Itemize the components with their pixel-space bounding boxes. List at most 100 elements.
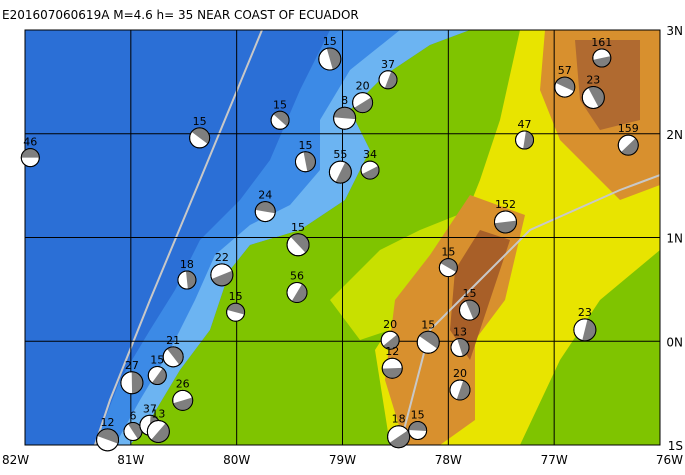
- beachball-lobe: [191, 127, 210, 144]
- beachball: [416, 330, 440, 354]
- beachball-lobe: [291, 283, 307, 303]
- beachball: [493, 210, 517, 234]
- lon-tick-label: 79W: [329, 453, 356, 467]
- lon-tick-label: 76W: [656, 453, 683, 467]
- depth-label: 18: [180, 258, 194, 271]
- beachball-lobe: [97, 428, 119, 444]
- beachball: [286, 281, 308, 303]
- beachball-rim: [592, 48, 612, 68]
- beachball-lobe: [361, 165, 380, 180]
- beachball-rim: [387, 425, 411, 449]
- beachball-lobe: [582, 319, 596, 341]
- beachball: [408, 420, 428, 440]
- beachball-lobe: [303, 151, 316, 172]
- beachball: [380, 330, 400, 350]
- andes-peaks: [450, 230, 510, 360]
- depth-label: 37: [143, 402, 157, 415]
- beachball-lobe: [273, 111, 290, 127]
- beachball-rim: [450, 337, 470, 357]
- beachball-lobe: [419, 331, 440, 349]
- beachball: [554, 76, 576, 98]
- beachball-rim: [381, 357, 403, 379]
- depth-label: 161: [591, 36, 612, 49]
- beachball-rim: [226, 302, 246, 322]
- depth-label: 13: [151, 408, 165, 421]
- beachball-lobe: [21, 148, 40, 158]
- beachball-rim: [177, 270, 197, 290]
- beachball-lobe: [131, 371, 143, 394]
- beachball: [120, 371, 144, 395]
- lat-tick-label: 2N: [666, 128, 683, 142]
- beachball-lobe: [226, 303, 245, 315]
- beachball-rim: [352, 92, 374, 114]
- depth-label: 15: [298, 139, 312, 152]
- lat-tick-label: 1N: [666, 232, 683, 246]
- depth-label: 26: [176, 377, 190, 390]
- beachball: [294, 151, 316, 173]
- depth-label: 15: [150, 353, 164, 366]
- beachball-lobe: [456, 380, 470, 401]
- beachball-rim: [294, 151, 316, 173]
- beachball-rim: [147, 365, 167, 385]
- depth-label: 15: [291, 221, 305, 234]
- depth-label: 24: [258, 189, 272, 202]
- lat-tick-label: 3N: [666, 24, 683, 38]
- beachball: [573, 318, 597, 342]
- beachball-rim: [333, 106, 357, 130]
- beachball-lobe: [383, 334, 400, 350]
- beachball-rim: [189, 127, 211, 149]
- beachball-lobe: [255, 201, 276, 214]
- beachball-lobe: [354, 97, 373, 113]
- beachball-rim: [573, 318, 597, 342]
- lon-tick-label: 82W: [2, 453, 29, 467]
- beachball-lobe: [555, 77, 575, 92]
- beachball: [617, 134, 639, 156]
- lat-tick-label: 0N: [666, 335, 683, 349]
- beachball: [360, 160, 380, 180]
- beachball-lobe: [290, 233, 310, 253]
- beachball: [459, 299, 480, 321]
- beachball-lobe: [185, 271, 196, 289]
- depth-label: 20: [453, 367, 467, 380]
- beachball: [378, 70, 398, 90]
- depth-label: 22: [215, 251, 229, 264]
- beachball: [318, 47, 342, 71]
- beachball: [123, 422, 143, 442]
- beachball: [210, 263, 234, 287]
- depth-label: 56: [290, 269, 304, 282]
- beachball-lobe: [382, 367, 403, 379]
- beachball-rim: [416, 330, 440, 354]
- beachball-lobe: [333, 107, 356, 120]
- beachball-lobe: [151, 423, 170, 443]
- depth-label: 15: [323, 35, 337, 48]
- beachball: [352, 92, 374, 114]
- beachball: [449, 379, 471, 401]
- beachball-rim: [286, 233, 310, 257]
- depth-label: 15: [229, 290, 243, 303]
- beachball-lobe: [211, 270, 233, 286]
- beachball-rim: [378, 70, 398, 90]
- depth-label: 21: [166, 334, 180, 347]
- beachball-lobe: [588, 86, 605, 108]
- beachball: [515, 130, 535, 150]
- beachball-lobe: [384, 71, 398, 89]
- beachball: [96, 428, 120, 452]
- beachball: [162, 346, 184, 368]
- beachball-rim: [380, 330, 400, 350]
- beachball: [328, 160, 352, 184]
- beachball-lobe: [523, 131, 534, 149]
- depth-label: 8: [341, 94, 348, 107]
- depth-label: 55: [333, 148, 347, 161]
- lon-tick-label: 81W: [117, 453, 144, 467]
- depth-label: 159: [618, 122, 639, 135]
- depth-label: 6: [129, 410, 136, 423]
- beachball-rim: [210, 263, 234, 287]
- lon-tick-label: 77W: [541, 453, 568, 467]
- depth-label: 23: [578, 306, 592, 319]
- beachball-rim: [360, 160, 380, 180]
- beachball-rim: [449, 379, 471, 401]
- beachball-rim: [96, 428, 120, 452]
- shelf: [115, 30, 470, 445]
- beachball-rim: [515, 130, 535, 150]
